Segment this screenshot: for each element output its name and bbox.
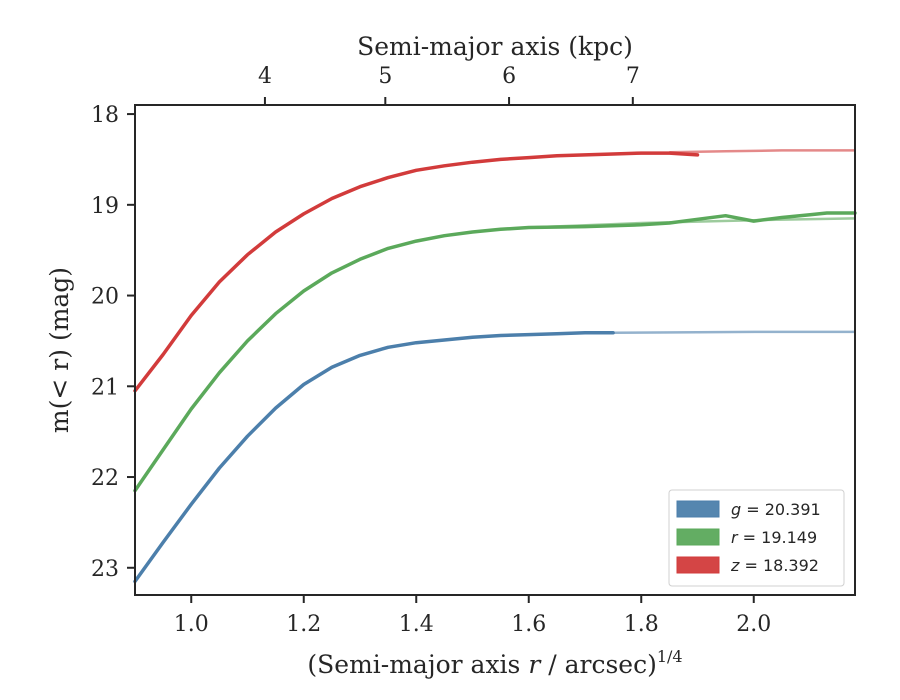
x-tick-label: 1.2: [286, 612, 321, 637]
legend: g = 20.391 r = 19.149 z = 18.392: [668, 489, 845, 587]
legend-label-r: r = 19.149: [731, 528, 817, 547]
x-tick-label: 1.0: [174, 612, 209, 637]
legend-swatch-z: [676, 556, 720, 574]
top-x-tick-label: 4: [258, 64, 272, 89]
x-tick-label: 1.6: [511, 612, 546, 637]
series-z-line: [133, 151, 700, 393]
ticks-layer: 1.0 1.2 1.4 1.6 1.8 2.0 18 19 20 21 22 23 4 5 6 7: [91, 64, 771, 637]
top-x-tick-label: 5: [378, 64, 392, 89]
series-g-model-line: [613, 330, 855, 335]
y-tick-label: 19: [91, 194, 119, 219]
x-axis-label-variable: r: [528, 650, 542, 679]
series-z-model-line: [669, 149, 855, 154]
series-r-line: [133, 211, 857, 493]
y-tick-label: 23: [91, 557, 119, 582]
y-tick-label: 21: [91, 375, 119, 400]
x-axis-label-main: (Semi-major axis r / arcsec): [307, 650, 656, 679]
series-layer: [133, 149, 857, 584]
legend-swatch-g: [676, 500, 720, 518]
y-tick-label: 22: [91, 466, 119, 491]
series-g-line: [133, 331, 615, 584]
legend-label-g: g = 20.391: [731, 500, 821, 519]
legend-label-z: z = 18.392: [730, 556, 819, 575]
axes-frame: [134, 104, 856, 596]
y-tick-label: 18: [91, 103, 119, 128]
top-x-tick-label: 7: [626, 64, 640, 89]
x-tick-label: 1.4: [399, 612, 434, 637]
y-axis-label: m(< r) (mag): [45, 267, 74, 433]
x-tick-label: 1.8: [624, 612, 659, 637]
y-tick-label: 20: [91, 285, 119, 310]
x-tick-label: 2.0: [736, 612, 771, 637]
legend-swatch-r: [676, 528, 720, 546]
x-axis-label: (Semi-major axis r / arcsec)1/4: [307, 647, 682, 679]
x-axis-label-exp: 1/4: [657, 647, 683, 666]
top-x-tick-label: 6: [502, 64, 516, 89]
plot-area: 1.0 1.2 1.4 1.6 1.8 2.0 18 19 20 21 22 23 4 5 6 7: [91, 64, 857, 637]
top-x-axis-label: Semi-major axis (kpc): [357, 32, 633, 61]
